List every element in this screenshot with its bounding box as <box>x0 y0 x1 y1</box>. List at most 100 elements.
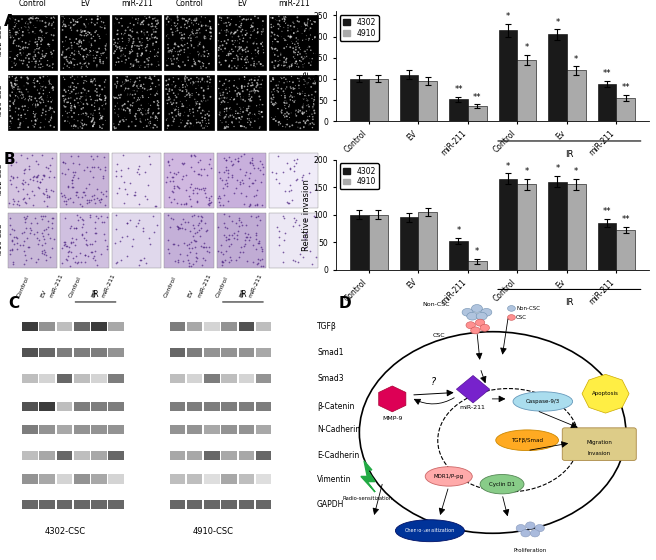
Point <box>224 18 234 27</box>
Point <box>124 47 134 56</box>
Point <box>28 175 38 184</box>
Point <box>290 96 300 105</box>
Point <box>71 251 81 260</box>
Point <box>87 78 98 87</box>
Point <box>70 55 80 64</box>
Bar <box>256 402 272 411</box>
Point <box>244 202 255 211</box>
Point <box>273 104 283 113</box>
Point <box>45 234 56 242</box>
Point <box>176 46 186 55</box>
Point <box>255 104 265 113</box>
Point <box>32 86 43 95</box>
Point <box>63 165 73 174</box>
Point <box>244 116 255 125</box>
Point <box>267 58 277 67</box>
Point <box>101 40 112 49</box>
Point <box>58 73 69 82</box>
Point <box>30 100 41 109</box>
Point <box>152 116 163 125</box>
Point <box>120 58 131 67</box>
Point <box>290 59 300 68</box>
Point <box>112 99 123 108</box>
Point <box>227 63 237 72</box>
Point <box>203 119 214 128</box>
Point <box>37 62 48 71</box>
Point <box>195 38 205 47</box>
Point <box>97 124 108 133</box>
Point <box>253 238 264 247</box>
Point <box>240 235 251 244</box>
Point <box>167 109 178 118</box>
Point <box>189 57 199 66</box>
Point <box>28 21 39 30</box>
Point <box>113 105 124 114</box>
Point <box>122 219 133 228</box>
Point <box>273 152 283 161</box>
Point <box>19 81 30 90</box>
Point <box>258 100 268 109</box>
Point <box>149 25 159 34</box>
Point <box>231 27 241 36</box>
Point <box>268 75 278 84</box>
Point <box>138 16 149 25</box>
Ellipse shape <box>508 315 516 320</box>
Point <box>21 198 31 207</box>
Point <box>201 227 211 236</box>
Point <box>243 102 254 111</box>
Point <box>215 77 225 86</box>
Point <box>285 95 296 104</box>
Point <box>116 30 127 39</box>
Point <box>24 161 35 170</box>
Point <box>173 225 184 234</box>
Point <box>284 100 295 109</box>
Point <box>62 183 73 192</box>
Point <box>190 242 200 251</box>
Point <box>234 114 245 123</box>
Point <box>305 247 316 256</box>
Point <box>113 112 124 121</box>
Point <box>205 78 215 87</box>
Point <box>279 113 290 122</box>
Point <box>287 59 297 68</box>
Point <box>257 254 268 263</box>
Point <box>134 35 144 44</box>
Point <box>17 15 28 24</box>
Point <box>32 100 43 109</box>
Point <box>129 86 140 95</box>
Point <box>98 190 108 199</box>
Point <box>9 239 20 248</box>
Point <box>298 54 308 63</box>
Point <box>165 222 175 231</box>
Point <box>38 96 49 105</box>
Point <box>167 47 177 56</box>
Point <box>73 72 83 81</box>
Point <box>81 62 92 71</box>
Point <box>152 16 163 25</box>
Point <box>5 221 15 230</box>
Point <box>74 14 85 23</box>
Point <box>22 189 32 198</box>
Point <box>198 42 209 51</box>
Point <box>273 81 283 90</box>
Point <box>62 194 73 203</box>
Point <box>220 85 231 94</box>
Point <box>77 26 88 35</box>
Point <box>196 213 207 222</box>
Point <box>148 40 158 49</box>
Point <box>277 106 287 115</box>
Point <box>299 95 310 104</box>
Point <box>202 72 213 81</box>
Point <box>304 112 315 121</box>
Point <box>270 44 281 53</box>
Point <box>281 18 291 27</box>
Point <box>282 115 293 124</box>
Point <box>27 151 37 160</box>
Point <box>174 83 185 92</box>
Point <box>79 20 90 29</box>
Point <box>188 111 199 120</box>
Point <box>43 28 53 37</box>
Point <box>245 117 255 126</box>
Point <box>67 176 77 185</box>
Point <box>22 17 32 26</box>
